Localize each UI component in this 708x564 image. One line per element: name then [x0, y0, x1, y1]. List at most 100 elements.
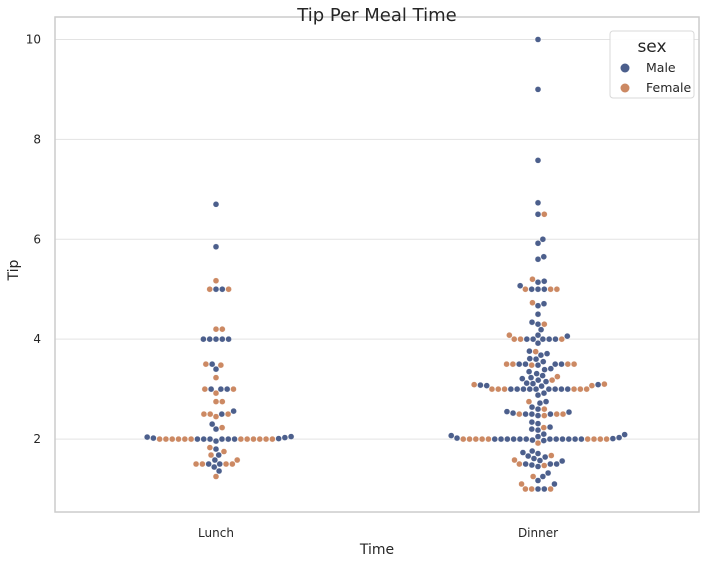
swarm-point-female [219, 325, 226, 333]
swarm-point-male [534, 420, 542, 427]
swarm-point-female [220, 448, 228, 455]
swarm-point-male [534, 199, 542, 207]
swarm-point-male [215, 467, 223, 475]
swarm-point-female [207, 410, 214, 418]
swarm-point-male [453, 434, 461, 442]
swarm-point-male [540, 358, 547, 365]
swarm-point-male [526, 385, 533, 393]
swarm-point-female [495, 385, 502, 393]
swarm-point-male [212, 201, 220, 208]
swarm-point-female [200, 410, 208, 418]
swarm-point-male [526, 347, 533, 355]
swarm-point-female [525, 398, 533, 405]
swarm-point-male [539, 335, 547, 343]
swarm-point-male [534, 485, 542, 493]
swarm-point-female [541, 211, 548, 218]
swarm-point-male [223, 385, 231, 393]
swarm-point-male [534, 279, 542, 286]
swarm-point-female [548, 376, 556, 384]
swarm-point-male [551, 385, 559, 393]
swarm-point-female [554, 373, 561, 380]
swarm-point-female [547, 286, 554, 293]
swarm-point-male [516, 282, 524, 289]
swarm-point-male [552, 335, 559, 343]
swarm-point-male [528, 425, 535, 433]
swarm-point-male [547, 410, 554, 418]
swarm-point-female [541, 405, 548, 413]
swarm-point-male [504, 435, 511, 443]
swarm-point-female [202, 360, 210, 368]
swarm-point-female [181, 435, 189, 443]
swarm-point-male [516, 435, 524, 443]
swarm-point-female [217, 361, 225, 369]
swarm-point-female [212, 277, 220, 284]
swarm-point-female [516, 410, 523, 418]
swarm-point-male [564, 385, 571, 393]
swarm-points [143, 36, 628, 493]
swarm-point-male [218, 435, 226, 443]
swarm-point-male [523, 435, 530, 443]
swarm-point-male [539, 236, 547, 243]
swarm-point-female [250, 435, 257, 443]
swarm-point-male [534, 256, 542, 263]
swarm-point-male [594, 381, 602, 388]
swarm-point-male [524, 452, 532, 460]
swarm-point-male [540, 430, 547, 438]
swarm-point-female [218, 424, 226, 431]
swarm-point-male [200, 335, 207, 343]
y-tick-label: 10 [26, 32, 41, 46]
swarm-point-male [211, 456, 219, 464]
swarm-point-male [571, 435, 579, 443]
swarm-point-male [523, 379, 530, 387]
swarm-point-female [597, 435, 604, 443]
legend-title: sex [637, 37, 666, 57]
swarm-point-male [225, 435, 232, 443]
x-tick-label: Dinner [518, 526, 558, 540]
swarm-point-female [570, 385, 578, 393]
swarm-point-male [143, 433, 151, 441]
swarm-point-female [470, 381, 478, 388]
swarm-point-male [509, 409, 517, 417]
swarm-point-male [536, 399, 544, 407]
swarm-point-male [528, 418, 536, 426]
swarm-point-female [564, 360, 572, 368]
swarm-point-male [529, 335, 537, 343]
swarm-point-female [529, 276, 536, 283]
swarm-point-female [503, 360, 510, 368]
swarm-point-female [187, 435, 195, 443]
swarm-point-female [225, 286, 232, 293]
swarm-point-female [516, 460, 523, 468]
swarm-point-male [564, 332, 571, 340]
swarm-point-male [547, 460, 554, 468]
swarm-point-female [548, 452, 555, 459]
swarm-point-male [287, 433, 295, 440]
swarm-point-male [510, 435, 517, 443]
swarm-point-male [212, 286, 220, 293]
swarm-point-male [529, 380, 537, 387]
swarm-point-female [212, 374, 220, 381]
swarm-point-female [460, 435, 467, 443]
swarm-point-female [584, 435, 591, 443]
swarm-point-male [553, 435, 560, 443]
legend-marker-female [620, 83, 630, 93]
swarm-point-female [541, 462, 548, 469]
swarm-point-female [472, 435, 480, 443]
swarm-point-male [491, 435, 498, 443]
swarm-point-male [553, 460, 560, 468]
swarm-point-male [211, 463, 218, 471]
swarm-point-male [522, 460, 529, 468]
swarm-point-male [542, 398, 550, 405]
swarm-point-male [565, 435, 573, 443]
legend-marker-male [620, 63, 630, 73]
swarm-point-male [534, 36, 542, 43]
swarm-point-female [488, 385, 496, 393]
swarm-point-male [534, 433, 542, 440]
swarm-point-male [541, 286, 548, 293]
swarm-point-male [219, 286, 226, 293]
swarm-point-female [212, 398, 220, 405]
swarm-point-male [522, 410, 529, 418]
swarm-point-female [206, 444, 214, 451]
swarm-point-male [541, 485, 548, 493]
swarm-point-male [503, 408, 511, 415]
